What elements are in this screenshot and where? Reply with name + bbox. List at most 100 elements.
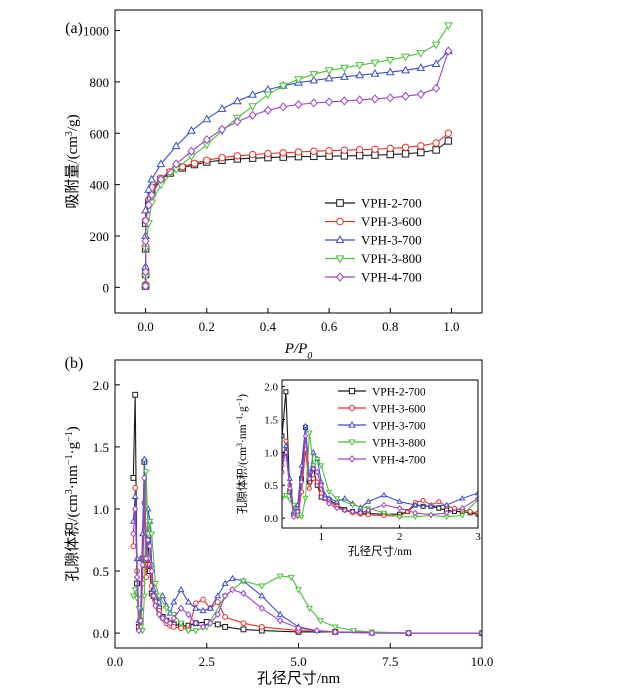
data-point-VPH-3-700 xyxy=(474,489,478,496)
data-point-VPH-4-700 xyxy=(412,509,419,517)
y-axis-label-superscript: 3 xyxy=(235,443,244,447)
y-axis-label-superscript: −1 xyxy=(235,398,244,407)
data-point-VPH-4-700 xyxy=(386,93,395,103)
data-point-VPH-3-600 xyxy=(417,142,425,150)
data-point-VPH-3-700 xyxy=(217,104,227,112)
data-point-VPH-4-700 xyxy=(396,505,403,512)
y-tick-label: 0.0 xyxy=(264,513,278,525)
data-point-VPH-4-700 xyxy=(207,619,214,627)
data-point-VPH-2-700 xyxy=(417,148,425,157)
data-point-VPH-3-600 xyxy=(365,512,371,518)
data-point-VPH-4-700 xyxy=(287,485,293,492)
data-point-VPH-3-700 xyxy=(170,598,178,605)
data-point-VPH-3-800 xyxy=(396,514,403,521)
data-point-VPH-2-700 xyxy=(282,433,285,439)
data-point-VPH-2-700 xyxy=(432,146,440,154)
y-axis-label-main: 孔隙体积/(cm xyxy=(235,447,249,514)
data-point-VPH-3-800 xyxy=(278,82,288,91)
data-point-VPH-4-700 xyxy=(310,465,317,472)
data-point-VPH-4-700 xyxy=(349,508,356,515)
data-point-VPH-3-800 xyxy=(459,513,466,519)
data-point-VPH-3-700 xyxy=(232,96,242,105)
data-point-VPH-4-700 xyxy=(229,586,236,594)
data-point-VPH-4-700 xyxy=(141,215,150,226)
x-tick-label: 5.0 xyxy=(290,654,306,669)
axes-frame xyxy=(114,9,483,314)
y-tick-label: 200 xyxy=(90,229,110,244)
data-point-VPH-4-700 xyxy=(202,135,211,145)
data-point-VPH-4-700 xyxy=(444,46,453,56)
data-point-VPH-3-800 xyxy=(385,57,395,65)
data-point-VPH-3-700 xyxy=(156,159,166,168)
data-point-VPH-4-700 xyxy=(144,536,152,544)
data-point-VPH-4-700 xyxy=(355,95,364,105)
data-point-VPH-3-800 xyxy=(349,502,356,509)
data-point-VPH-4-700 xyxy=(370,94,379,104)
data-point-VPH-3-600 xyxy=(279,149,287,157)
data-point-VPH-3-700 xyxy=(258,592,266,599)
data-point-VPH-4-700 xyxy=(263,105,272,115)
data-point-VPH-4-700 xyxy=(295,624,302,632)
data-point-VPH-4-700 xyxy=(152,602,159,610)
data-point-VPH-3-800 xyxy=(306,430,313,436)
data-point-VPH-4-700 xyxy=(357,509,364,517)
data-point-VPH-2-700 xyxy=(130,475,137,481)
data-point-VPH-3-600 xyxy=(294,148,303,156)
series-VPH-4-700 xyxy=(141,46,453,291)
data-point-VPH-3-600 xyxy=(314,479,320,485)
data-point-VPH-3-800 xyxy=(325,489,333,496)
data-point-VPH-2-700 xyxy=(222,623,228,630)
data-point-VPH-4-700 xyxy=(185,610,192,619)
data-point-VPH-4-700 xyxy=(159,614,166,622)
plot-area xyxy=(141,22,453,291)
data-point-VPH-4-700 xyxy=(141,281,150,291)
legend-label: VPH-2-700 xyxy=(361,196,422,211)
data-point-VPH-4-700 xyxy=(147,190,156,200)
y-axis-label-end: ) xyxy=(237,394,249,398)
data-point-VPH-3-700 xyxy=(184,598,192,605)
data-point-VPH-4-700 xyxy=(141,267,150,277)
x-tick-label: 3 xyxy=(475,531,481,543)
data-point-VPH-2-700 xyxy=(214,621,221,628)
legend-label: VPH-4-700 xyxy=(372,455,426,467)
data-point-VPH-4-700 xyxy=(132,505,139,513)
y-tick-label: 1000 xyxy=(83,24,109,39)
data-point-VPH-3-600 xyxy=(467,509,473,515)
legend-marker xyxy=(348,420,356,428)
data-point-VPH-3-600 xyxy=(132,484,139,491)
panel-label: (a) xyxy=(65,20,83,37)
data-point-VPH-3-800 xyxy=(276,573,284,580)
data-point-VPH-3-600 xyxy=(371,145,379,153)
y-axis-label-main: 吸附量/(cm xyxy=(64,136,81,209)
data-point-VPH-3-800 xyxy=(318,463,325,469)
data-point-VPH-3-800 xyxy=(239,578,247,585)
data-point-VPH-4-700 xyxy=(302,432,309,440)
data-point-VPH-3-600 xyxy=(386,144,394,153)
data-point-VPH-3-800 xyxy=(133,595,141,603)
data-point-VPH-4-700 xyxy=(334,505,340,512)
x-tick-label: 0.4 xyxy=(260,319,277,334)
data-point-VPH-3-700 xyxy=(282,455,286,462)
data-point-VPH-3-700 xyxy=(412,501,419,508)
data-point-VPH-3-600 xyxy=(222,614,229,620)
data-point-VPH-4-700 xyxy=(156,174,165,185)
y-axis-label-mid: ·nm xyxy=(65,465,81,489)
data-point-VPH-3-700 xyxy=(339,72,349,80)
legend-item-VPH-3-700: VPH-3-700 xyxy=(325,233,422,248)
data-point-VPH-3-800 xyxy=(443,22,453,31)
data-point-VPH-3-600 xyxy=(218,153,226,162)
data-point-VPH-2-700 xyxy=(240,626,247,633)
data-point-VPH-4-700 xyxy=(283,449,289,456)
y-axis-label-main: 孔隙体积/(cm xyxy=(64,494,81,582)
data-point-VPH-4-700 xyxy=(177,604,185,612)
legend-label: VPH-3-700 xyxy=(361,233,422,248)
y-tick-label: 800 xyxy=(90,75,110,90)
data-point-VPH-4-700 xyxy=(192,619,199,627)
data-point-VPH-4-700 xyxy=(405,629,412,637)
data-point-VPH-3-600 xyxy=(200,596,206,603)
data-point-VPH-2-700 xyxy=(436,505,442,511)
y-axis-label-superscript: 3 xyxy=(64,131,75,136)
data-point-VPH-4-700 xyxy=(187,146,196,156)
data-point-VPH-3-600 xyxy=(432,139,440,147)
data-point-VPH-3-700 xyxy=(276,610,284,617)
